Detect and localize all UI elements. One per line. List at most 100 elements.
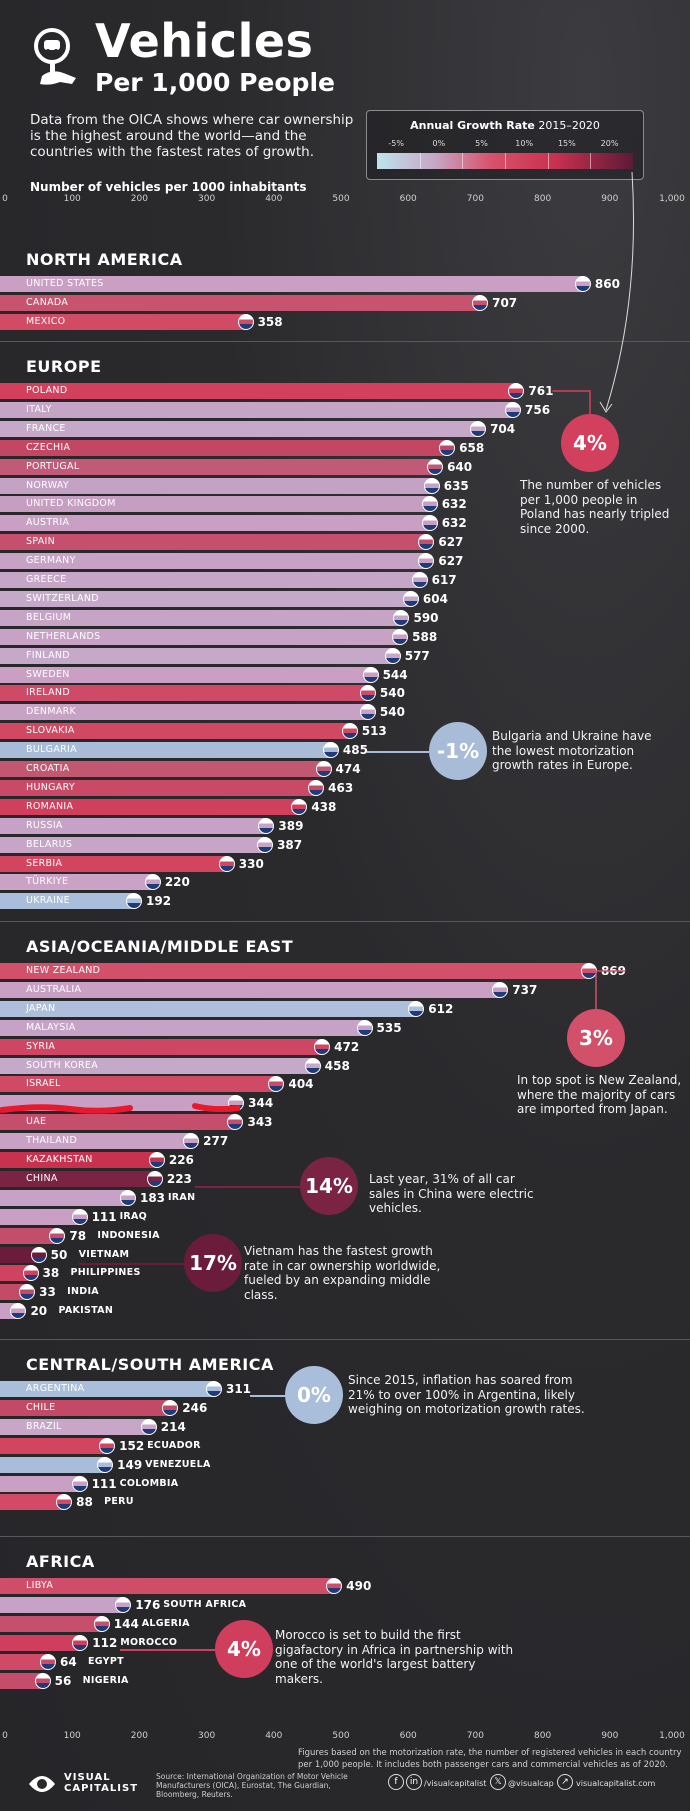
bar-label: GERMANY [26,555,76,567]
flag-icon [218,855,235,872]
bar-label: BELGIUM [26,611,72,623]
callout-connector [366,751,429,753]
bar-label: NEW ZEALAND [26,965,101,976]
website-link[interactable]: visualcapitalist.com [576,1779,656,1788]
flag-icon [126,893,143,910]
flag-icon [72,1634,89,1651]
axis-tick-label: 100 [63,194,81,204]
region-heading: CENTRAL/SOUTH AMERICA [26,1355,274,1374]
bar-value: 344 [248,1096,274,1111]
facebook-icon[interactable]: f [388,1774,404,1790]
bar [0,963,589,979]
bar-value: 404 [288,1077,314,1092]
bar [0,534,427,551]
bar-label: COLOMBIA [119,1477,179,1489]
flag-icon [30,1246,47,1263]
bar-value: 458 [324,1058,350,1073]
region-heading: NORTH AMERICA [26,250,183,269]
callout-text: In top spot is New Zealand, where the ma… [517,1073,682,1116]
growth-legend-title-bold: Annual Growth Rate [410,119,535,132]
bar-label: THAILAND [26,1135,78,1147]
bar [0,1246,39,1263]
footnote: Figures based on the motorization rate, … [298,1748,682,1770]
bar [0,1494,65,1511]
callout-connector [194,1186,300,1188]
axis-tick-label: 700 [466,194,484,204]
bar-value: 64 [60,1654,77,1669]
flag-icon [144,874,161,891]
bar-value: 632 [441,497,467,512]
bar [0,1000,417,1017]
bar-value: 627 [438,554,464,569]
bar-label: KAZAKHSTAN [26,1154,93,1165]
social-handle-facebook[interactable]: /visualcapitalist [424,1779,487,1788]
bar-label: MOROCCO [120,1636,178,1648]
region-divider [0,341,690,342]
bar [0,1418,149,1435]
callout-connector-path [595,970,625,1009]
bar [0,401,514,418]
linkedin-icon[interactable]: in [406,1774,422,1790]
bar-value: 632 [441,516,467,531]
bar [0,981,501,998]
bar-value: 20 [30,1304,48,1319]
bar-label: PORTUGAL [26,460,80,472]
bar-value: 78 [69,1228,87,1243]
bar [0,1227,58,1244]
bar [0,742,331,759]
link-icon[interactable]: ↗ [557,1774,573,1790]
brand-line-1: VISUAL [64,1772,111,1783]
bar-label: UKRAINE [26,895,70,907]
growth-tick-mark [505,153,506,169]
bar-label: GREECE [26,574,67,585]
bar-value: 277 [203,1134,229,1149]
flag-icon [508,383,525,399]
bar-label: FINLAND [26,649,70,661]
bar-value: 761 [528,384,554,398]
social-handle-x[interactable]: @visualcap [508,1779,554,1788]
bar-value: 220 [164,875,190,890]
visual-capitalist-logo-icon [29,1776,55,1792]
bar-label: MALAYSIA [26,1021,76,1033]
flag-icon [205,1381,222,1397]
bar-label: INDIA [67,1286,99,1298]
flag-icon [304,1057,321,1074]
bar [0,1208,80,1225]
bar-label: JAPAN [26,1002,56,1014]
flag-icon [472,294,489,311]
axis-tick-label: 800 [534,194,552,204]
bar-label: UAE [26,1116,47,1128]
flag-icon [71,1475,88,1492]
flag-icon [97,1456,114,1473]
bar-value: 311 [225,1382,252,1396]
bar-label: BRAZIL [26,1420,62,1432]
bar-label: CHINA [26,1172,58,1184]
flag-icon [408,1000,425,1017]
callout-badge: -1% [429,722,487,780]
bar-value: 183 [139,1190,166,1205]
bar [0,723,350,740]
axis-tick-label: 1,000 [659,1731,685,1741]
bar [0,1133,192,1150]
x-axis-top: 0 100 200 300 400 500 600 700 800 900 1,000 [0,194,690,208]
flag-icon [146,1170,163,1187]
bar-label: ISRAEL [26,1078,61,1090]
bar-value: 223 [166,1171,192,1186]
bar-value: 330 [238,856,264,871]
flag-icon [22,1265,39,1282]
bar-value: 544 [382,667,408,682]
callout-connector [78,1263,184,1265]
x-icon[interactable]: 𝕏 [490,1774,506,1790]
growth-tick-label: 5% [475,139,488,148]
bar-label: SWITZERLAND [26,592,99,604]
callout-badge: 0% [285,1366,343,1424]
bar-label: SERBIA [26,857,63,869]
bar-value: 149 [117,1457,143,1472]
growth-rate-legend: Annual Growth Rate 2015–2020 -5% 0% 5% 10% 1… [366,110,644,180]
bar-label: VENEZUELA [145,1458,211,1470]
flag-icon [439,439,456,456]
bar-value: 590 [413,610,439,625]
flag-icon [227,1114,244,1131]
bar [0,1170,155,1187]
